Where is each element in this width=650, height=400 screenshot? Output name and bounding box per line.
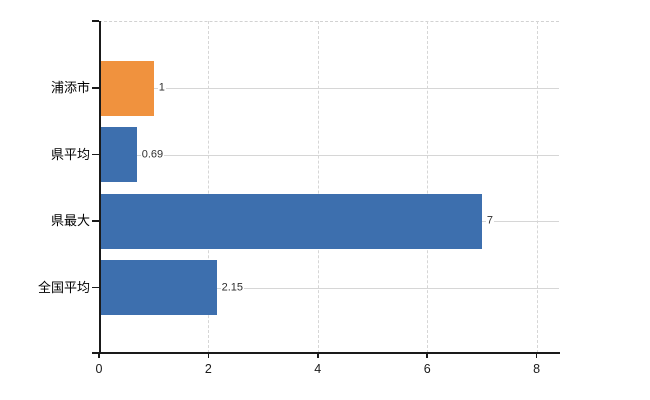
vertical-gridline [536, 21, 538, 353]
x-axis-tick [98, 353, 100, 358]
x-axis-tick-label: 2 [204, 362, 212, 376]
y-axis-line [99, 21, 101, 353]
bar-4 [99, 260, 217, 315]
x-axis-tick-label: 4 [314, 362, 322, 376]
vertical-gridline [208, 21, 210, 353]
x-axis-tick-label: 6 [423, 362, 431, 376]
bar-value-label: 1 [157, 81, 166, 95]
y-axis-tick [92, 87, 99, 89]
horizontal-gridline [99, 287, 559, 289]
horizontal-gridline [99, 88, 559, 89]
category-label: 県最大 [50, 213, 90, 228]
bar-value-label: 0.69 [140, 148, 165, 161]
bar-value-label: 7 [485, 214, 494, 228]
x-axis-tick [426, 353, 428, 358]
y-axis-tick [92, 286, 99, 289]
horizontal-gridline [99, 154, 559, 156]
category-label: 県平均 [50, 146, 90, 162]
vertical-gridline [427, 21, 429, 353]
category-label: 全国平均 [37, 279, 90, 295]
y-axis-tick [92, 20, 99, 22]
vertical-gridline [317, 21, 319, 353]
x-axis-tick [535, 353, 538, 358]
x-axis-tick [207, 353, 210, 358]
y-axis-tick [92, 153, 99, 156]
plot-area: 1 0.69 7 2.15 [99, 21, 559, 353]
x-axis-tick-label: 8 [533, 362, 541, 376]
category-label: 浦添市 [50, 80, 90, 95]
x-axis-line [99, 352, 560, 354]
bar-2 [99, 127, 137, 182]
bar-value-label: 2.15 [220, 281, 245, 294]
x-axis-tick-label: 0 [95, 362, 103, 376]
plot-top-border [99, 21, 559, 22]
bar-3 [99, 193, 482, 249]
y-axis-tick [92, 220, 99, 222]
x-axis-tick [317, 353, 319, 358]
y-axis-tick [92, 352, 99, 354]
bar-1 [99, 60, 154, 116]
